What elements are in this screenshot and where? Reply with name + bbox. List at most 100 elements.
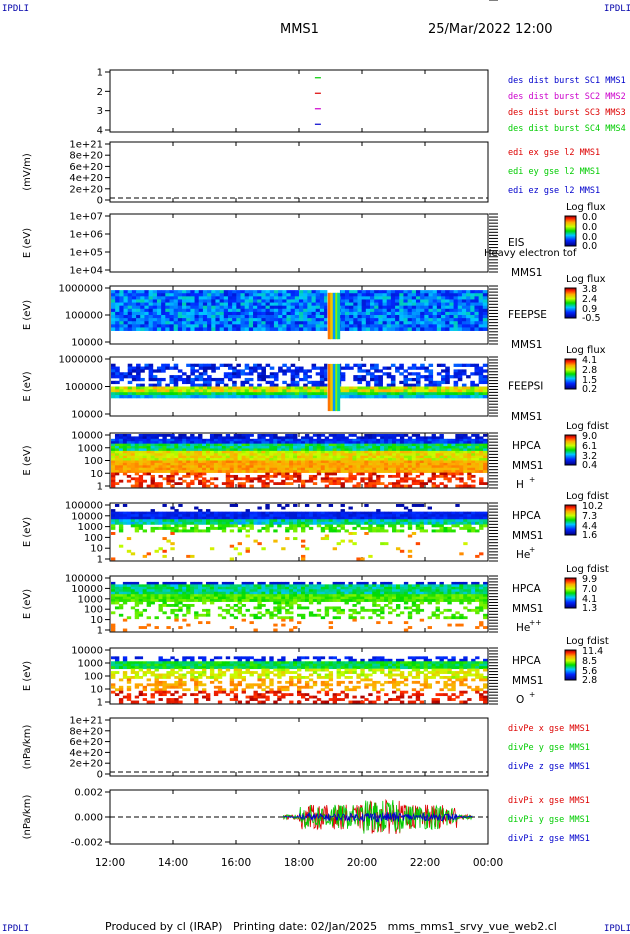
spectrogram-cell bbox=[249, 453, 254, 457]
spectrogram-cell bbox=[361, 308, 367, 313]
spectrogram-cell bbox=[194, 529, 199, 533]
spectrogram-cell bbox=[158, 482, 163, 485]
spectrogram-cell bbox=[130, 443, 136, 447]
spectrogram-cell bbox=[382, 324, 388, 328]
spectrogram-cell bbox=[146, 552, 151, 556]
spectrogram-cell bbox=[127, 299, 133, 303]
spectrogram-cell bbox=[223, 305, 229, 310]
spectrogram-cell bbox=[300, 482, 306, 485]
spectrogram-cell bbox=[136, 383, 141, 387]
spectrogram-cell bbox=[223, 308, 229, 313]
spectrogram-cell bbox=[395, 448, 401, 452]
spectrogram-cell bbox=[174, 448, 179, 452]
spectrogram-cell bbox=[177, 389, 183, 393]
spectrogram-cell bbox=[265, 375, 271, 379]
spectrogram-cell bbox=[165, 311, 170, 316]
spectrogram-cell bbox=[130, 524, 136, 528]
spectrogram-cell bbox=[123, 296, 129, 300]
spectrogram-cell bbox=[190, 395, 195, 399]
spectrogram-cell bbox=[336, 460, 341, 464]
spectrogram-cell bbox=[304, 443, 310, 447]
spectrogram-cell bbox=[319, 380, 325, 385]
spectrogram-cell bbox=[261, 392, 266, 396]
spectrogram-cell bbox=[286, 386, 292, 390]
spectrogram-cell bbox=[134, 477, 140, 481]
spectrogram-cell bbox=[382, 315, 388, 319]
spectrogram-cell bbox=[162, 504, 167, 507]
spectrogram-cell bbox=[388, 521, 393, 525]
spectrogram-cell bbox=[474, 293, 480, 297]
spectrogram-cell bbox=[215, 389, 221, 393]
spectrogram-cell bbox=[365, 296, 371, 300]
spectrogram-cell bbox=[261, 455, 266, 459]
spectrogram-cell bbox=[308, 448, 314, 452]
spectrogram-cell bbox=[190, 479, 195, 483]
spectrogram-cell bbox=[233, 438, 239, 442]
spectrogram-cell bbox=[169, 296, 175, 300]
spectrogram-cell bbox=[178, 434, 183, 437]
spectrogram-cell bbox=[232, 327, 237, 331]
spectrogram-cell bbox=[324, 472, 330, 476]
spectrogram-cell bbox=[225, 474, 231, 478]
spectrogram-cell bbox=[368, 460, 373, 464]
spectrogram-cell bbox=[152, 311, 158, 316]
spectrogram-cell bbox=[320, 450, 326, 454]
spectrogram-cell bbox=[223, 386, 229, 390]
spectrogram-cell bbox=[395, 299, 400, 303]
spectrogram-cell bbox=[249, 441, 254, 445]
spectrogram-cell bbox=[424, 305, 429, 310]
spectrogram-cell bbox=[443, 450, 448, 454]
spectrogram-cell bbox=[227, 308, 233, 313]
spectrogram-cell bbox=[289, 441, 294, 445]
spectrogram-cell bbox=[370, 296, 375, 300]
spectrogram-cell bbox=[170, 434, 175, 437]
spectrogram-cell bbox=[111, 389, 116, 393]
spectrogram-cell bbox=[344, 446, 349, 449]
spectrogram-cell bbox=[142, 443, 148, 447]
spectrogram-cell bbox=[146, 446, 151, 449]
spectrogram-cell bbox=[261, 441, 266, 445]
spectrogram-cell bbox=[443, 443, 448, 447]
spectrogram-cell bbox=[348, 521, 353, 525]
spectrogram-cell bbox=[177, 302, 183, 307]
colorbar-cell bbox=[565, 529, 576, 531]
spectrogram-cell bbox=[232, 324, 237, 328]
spectrogram-cell bbox=[190, 434, 195, 437]
spectrogram-cell bbox=[332, 465, 337, 469]
spectrogram-cell bbox=[289, 462, 294, 466]
spectrogram-cell bbox=[411, 327, 417, 331]
spectrogram-cell bbox=[194, 446, 199, 449]
spectrogram-cell bbox=[451, 460, 456, 464]
spectrogram-cell bbox=[459, 462, 464, 466]
spectrogram-cell bbox=[281, 514, 286, 518]
spectrogram-cell bbox=[237, 450, 243, 454]
spectrogram-cell bbox=[111, 446, 116, 449]
spectrogram-cell bbox=[423, 470, 429, 473]
spectrogram-cell bbox=[376, 465, 381, 469]
spectrogram-cell bbox=[380, 467, 385, 471]
spectrogram-cell bbox=[138, 474, 144, 478]
spectrogram-cell bbox=[395, 395, 400, 399]
spectrogram-cell bbox=[403, 375, 409, 379]
colorbar-cell bbox=[565, 599, 576, 601]
spectrogram-cell bbox=[286, 315, 292, 319]
spectrogram-cell bbox=[257, 455, 262, 459]
spectrogram-cell bbox=[415, 511, 421, 515]
spectrogram-cell bbox=[328, 519, 334, 523]
spectrogram-cell bbox=[399, 438, 405, 442]
spectrogram-cell bbox=[399, 290, 404, 294]
spectrogram-cell bbox=[265, 458, 270, 461]
spectrogram-cell bbox=[428, 299, 434, 303]
spectrogram-cell bbox=[111, 519, 116, 523]
spectrogram-cell bbox=[443, 521, 448, 525]
spectrogram-cell bbox=[449, 392, 454, 396]
spectrogram-cell bbox=[136, 366, 141, 370]
spectrogram-cell bbox=[368, 465, 373, 469]
spectrogram-cell bbox=[286, 324, 292, 328]
spectrogram-cell bbox=[474, 318, 480, 322]
spectrogram-cell bbox=[229, 484, 235, 488]
spectrogram-cell bbox=[156, 377, 162, 382]
spectrogram-cell bbox=[443, 514, 448, 518]
colorbar-cell bbox=[565, 606, 576, 608]
spectrogram-cell bbox=[349, 324, 354, 328]
